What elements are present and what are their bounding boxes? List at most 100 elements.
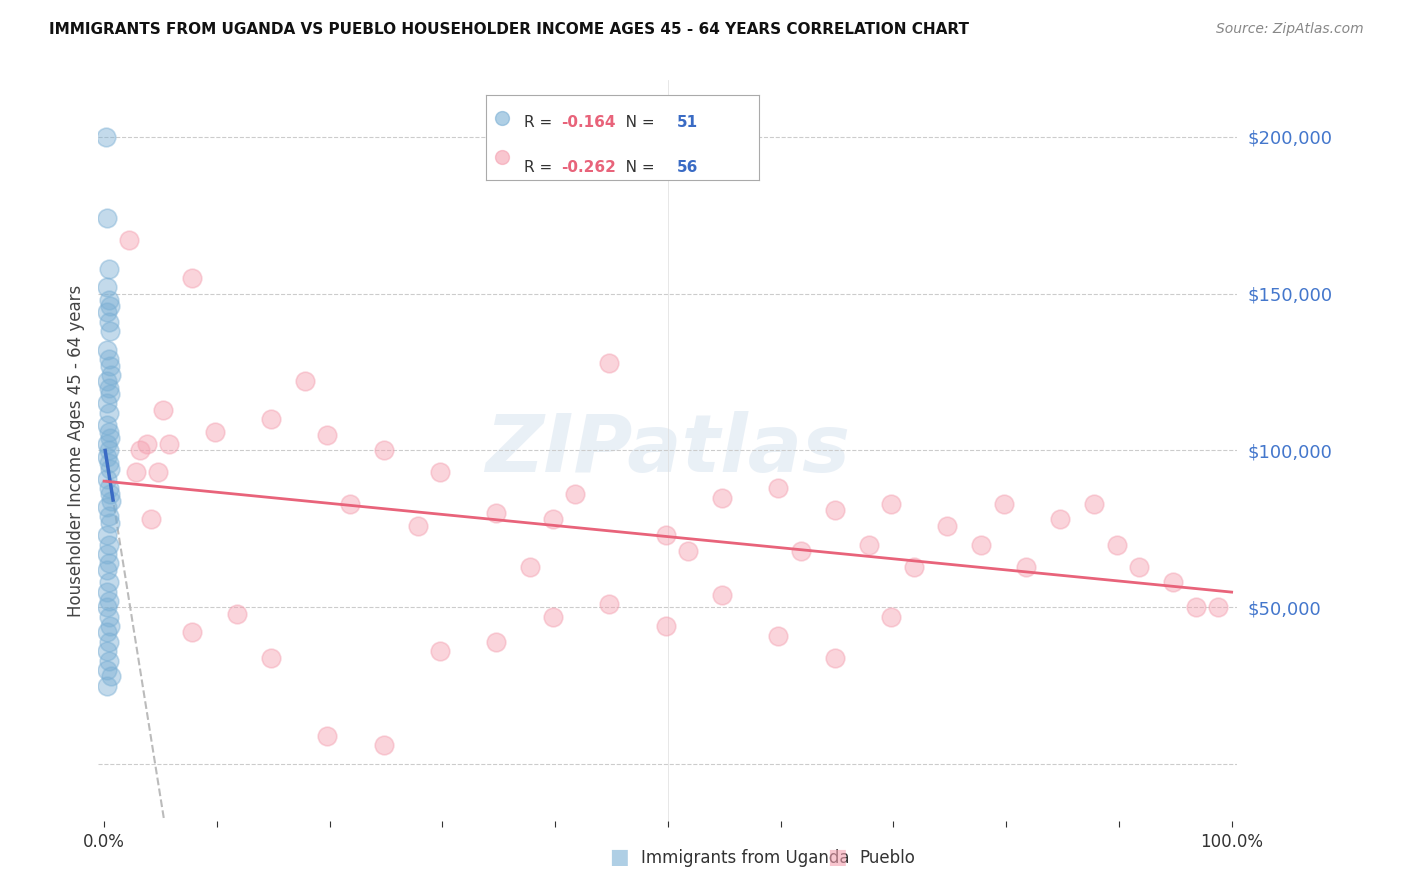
Point (710, 491, 733, 505)
Point (676, 544, 699, 558)
Point (181, 625, 204, 640)
Point (485, 635, 508, 649)
Y-axis label: Householder Income Ages 45 - 64 years: Householder Income Ages 45 - 64 years (66, 285, 84, 616)
Point (564, 487, 586, 501)
Point (768, 481, 790, 495)
Point (373, 443, 395, 458)
Point (260, 650, 283, 665)
Point (97, 261, 120, 276)
Point (97, 352, 120, 367)
Point (1184, 600, 1206, 615)
Point (429, 644, 451, 658)
Text: Pueblo: Pueblo (859, 849, 915, 867)
Point (1105, 538, 1128, 552)
Point (96, 343, 118, 357)
Point (1049, 512, 1071, 526)
Text: Immigrants from Uganda: Immigrants from Uganda (641, 849, 849, 867)
Point (598, 356, 620, 370)
Point (96, 663, 118, 677)
Point (100, 368, 122, 383)
Point (97, 594, 120, 608)
Text: Source: ZipAtlas.com: Source: ZipAtlas.com (1216, 22, 1364, 37)
Point (97, 293, 120, 307)
Point (96, 600, 118, 615)
Point (519, 559, 541, 574)
Point (96, 305, 118, 319)
Point (96, 450, 118, 464)
Point (96, 472, 118, 486)
Point (129, 443, 152, 458)
Point (97, 456, 120, 470)
Point (124, 466, 146, 480)
Point (97, 557, 120, 571)
Point (97, 481, 120, 495)
Point (96, 280, 118, 294)
Point (96, 547, 118, 561)
Point (373, 739, 395, 753)
Point (98, 387, 121, 401)
Point (768, 629, 790, 643)
Point (903, 559, 925, 574)
Text: IMMIGRANTS FROM UGANDA VS PUEBLO HOUSEHOLDER INCOME AGES 45 - 64 YEARS CORRELATI: IMMIGRANTS FROM UGANDA VS PUEBLO HOUSEHO… (49, 22, 969, 37)
Point (790, 544, 813, 558)
Point (96, 437, 118, 451)
Point (541, 609, 564, 624)
Point (710, 588, 733, 602)
Point (880, 609, 903, 624)
Point (141, 512, 163, 526)
Point (181, 271, 204, 285)
Point (98, 619, 121, 633)
Point (98, 324, 121, 338)
Point (159, 437, 181, 451)
Point (98, 462, 121, 476)
Point (96, 584, 118, 599)
Point (1161, 575, 1184, 590)
Point (485, 506, 508, 520)
Text: ZIPatlas: ZIPatlas (485, 411, 851, 490)
Point (96, 211, 118, 226)
Point (316, 427, 339, 442)
Point (152, 402, 174, 417)
Point (260, 412, 283, 426)
Point (339, 497, 361, 511)
Point (97, 509, 120, 524)
Point (148, 466, 170, 480)
Point (98, 487, 121, 501)
Point (97, 443, 120, 458)
Point (135, 437, 157, 451)
Point (204, 425, 226, 439)
Point (98, 431, 121, 445)
Point (100, 669, 122, 683)
Point (970, 538, 993, 552)
Point (880, 497, 903, 511)
Point (1128, 559, 1150, 574)
Point (96, 528, 118, 542)
Point (96, 625, 118, 640)
Point (226, 607, 249, 621)
Point (654, 528, 676, 542)
Text: ■: ■ (609, 847, 628, 867)
Point (97, 538, 120, 552)
Point (96, 563, 118, 577)
Point (96, 129, 118, 144)
Point (97, 425, 120, 439)
Point (1083, 497, 1105, 511)
Point (100, 493, 122, 508)
Point (97, 575, 120, 590)
Point (98, 299, 121, 313)
Point (96, 396, 118, 410)
Point (96, 500, 118, 514)
Point (97, 406, 120, 420)
Point (936, 518, 959, 533)
Point (598, 597, 620, 611)
Point (97, 654, 120, 668)
Point (1206, 600, 1229, 615)
Point (98, 516, 121, 530)
Point (824, 650, 846, 665)
Point (1015, 559, 1038, 574)
Point (429, 466, 451, 480)
Point (118, 233, 141, 247)
Point (541, 512, 564, 526)
Point (97, 381, 120, 395)
Text: ■: ■ (827, 847, 846, 867)
